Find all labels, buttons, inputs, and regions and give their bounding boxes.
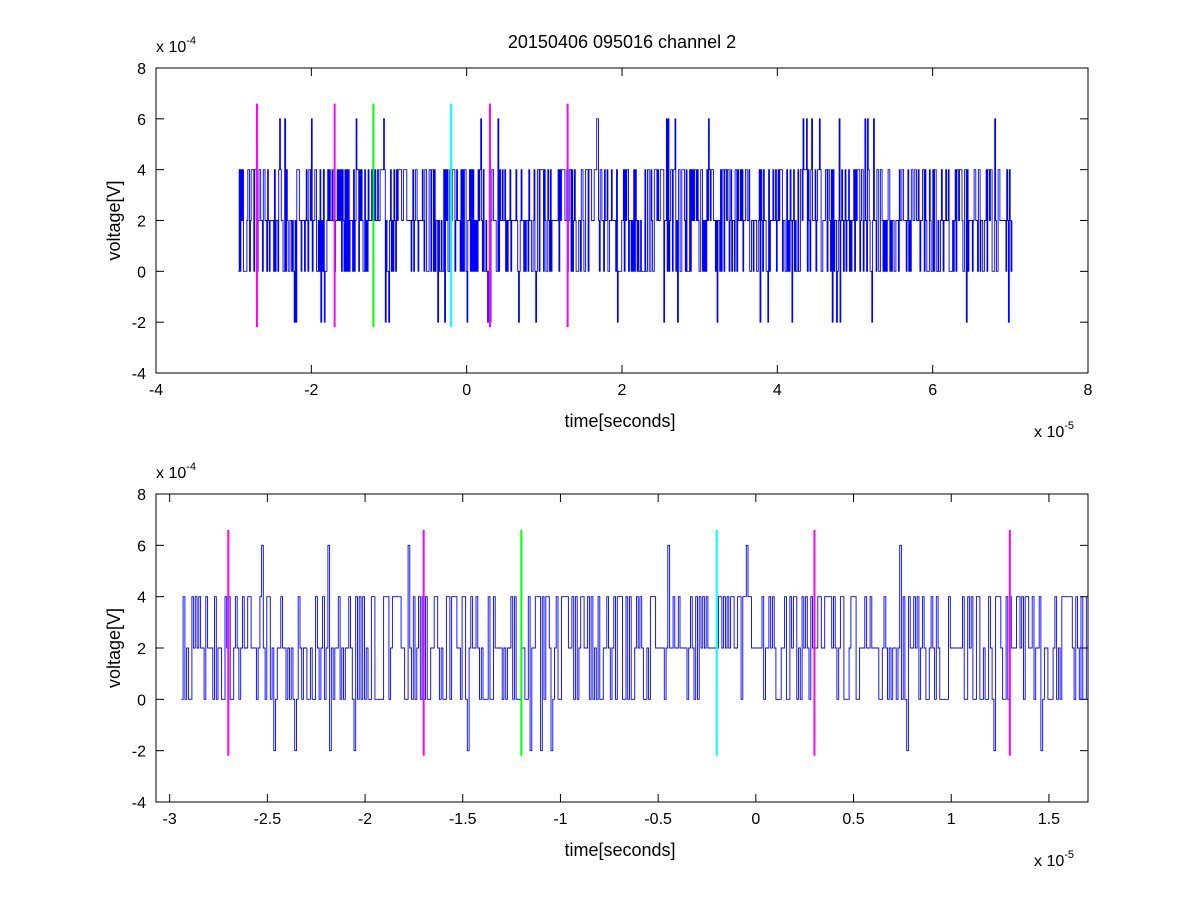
- x-tick-label: -2: [358, 811, 372, 828]
- y-exponent: -4: [186, 35, 196, 47]
- x-exponent: -5: [1064, 849, 1074, 861]
- voltage-series-line: [238, 118, 1013, 323]
- x-multiplier: x 10: [1034, 853, 1064, 870]
- voltage-series-line: [181, 544, 1088, 752]
- x-axis-label: time[seconds]: [564, 411, 675, 431]
- y-axis-label: voltage[V]: [104, 608, 124, 688]
- y-exponent: -4: [186, 461, 196, 473]
- x-tick-label: -4: [149, 382, 163, 399]
- y-tick-label: 6: [137, 538, 146, 555]
- x-exponent-label: x 10-5: [1034, 849, 1074, 870]
- x-tick-label: 4: [773, 382, 782, 399]
- x-exponent: -5: [1064, 420, 1074, 432]
- y-tick-label: -4: [132, 795, 146, 812]
- x-tick-label: -0.5: [644, 811, 672, 828]
- x-tick-label: -1: [553, 811, 567, 828]
- y-exponent-label: x 10-4: [156, 461, 196, 482]
- y-axis-label: voltage[V]: [104, 180, 124, 260]
- x-tick-label: -3: [163, 811, 177, 828]
- x-tick-label: 1.5: [1038, 811, 1060, 828]
- y-multiplier: x 10: [156, 465, 186, 482]
- y-tick-label: 6: [137, 112, 146, 129]
- x-tick-label: -2: [304, 382, 318, 399]
- x-tick-label: 0: [751, 811, 760, 828]
- x-tick-label: 0: [462, 382, 471, 399]
- y-tick-label: 4: [137, 163, 146, 180]
- y-tick-label: 2: [137, 214, 146, 231]
- x-tick-label: 0.5: [842, 811, 864, 828]
- x-tick-label: -2.5: [254, 811, 282, 828]
- y-tick-label: -2: [132, 744, 146, 761]
- x-exponent-label: x 10-5: [1034, 420, 1074, 441]
- y-exponent-label: x 10-4: [156, 35, 196, 56]
- x-multiplier: x 10: [1034, 424, 1064, 441]
- y-tick-label: 0: [137, 264, 146, 281]
- y-multiplier: x 10: [156, 39, 186, 56]
- x-tick-label: 2: [618, 382, 627, 399]
- y-tick-label: 8: [137, 487, 146, 504]
- x-tick-label: 1: [947, 811, 956, 828]
- y-tick-label: 2: [137, 641, 146, 658]
- x-tick-label: 6: [928, 382, 937, 399]
- x-tick-label: -1.5: [449, 811, 477, 828]
- y-tick-label: -4: [132, 366, 146, 383]
- y-tick-label: 4: [137, 590, 146, 607]
- y-tick-label: 8: [137, 61, 146, 78]
- chart-title: 20150406 095016 channel 2: [508, 32, 736, 52]
- y-tick-label: 0: [137, 692, 146, 709]
- y-tick-label: -2: [132, 315, 146, 332]
- x-axis-label: time[seconds]: [564, 840, 675, 860]
- x-tick-label: 8: [1084, 382, 1093, 399]
